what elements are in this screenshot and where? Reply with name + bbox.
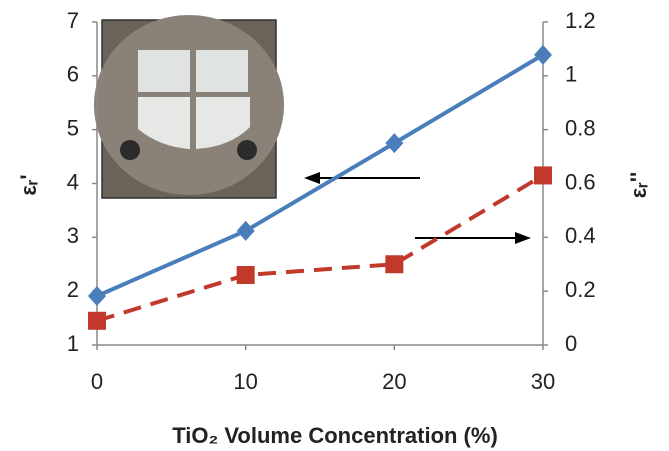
y2-tick-label: 1.2 — [565, 8, 596, 33]
marker — [88, 312, 106, 330]
y-tick-label: 7 — [67, 8, 79, 33]
x-tick-label: 10 — [233, 369, 257, 394]
y2-tick-label: 1 — [565, 62, 577, 87]
y-tick-label: 6 — [67, 62, 79, 87]
marker — [237, 221, 255, 241]
y-tick-label: 5 — [67, 115, 79, 140]
arrows — [304, 172, 531, 244]
y2-tick-label: 0.8 — [565, 115, 596, 140]
marker — [534, 45, 552, 65]
y2-axis-label: εᵣ'' — [626, 172, 651, 198]
inset-photo — [94, 15, 284, 198]
x-tick-label: 0 — [91, 369, 103, 394]
marker — [534, 166, 552, 184]
y2-tick-label: 0 — [565, 331, 577, 356]
y2-tick-label: 0.6 — [565, 169, 596, 194]
y-tick-label: 1 — [67, 331, 79, 356]
x-tick-label: 30 — [531, 369, 555, 394]
y-tick-label: 4 — [67, 169, 79, 194]
chart: TiO₂ Volume Concentration (%) εᵣ' εᵣ'' 1… — [0, 0, 669, 451]
y2-tick-label: 0.4 — [565, 223, 596, 248]
marker — [385, 255, 403, 273]
x-axis-label: TiO₂ Volume Concentration (%) — [172, 423, 498, 448]
x-tick-label: 20 — [382, 369, 406, 394]
y-axis-label: εᵣ' — [16, 174, 41, 195]
marker — [237, 266, 255, 284]
y-tick-label: 3 — [67, 223, 79, 248]
y2-tick-label: 0.2 — [565, 277, 596, 302]
marker — [88, 286, 106, 306]
y-tick-label: 2 — [67, 277, 79, 302]
marker — [385, 133, 403, 153]
